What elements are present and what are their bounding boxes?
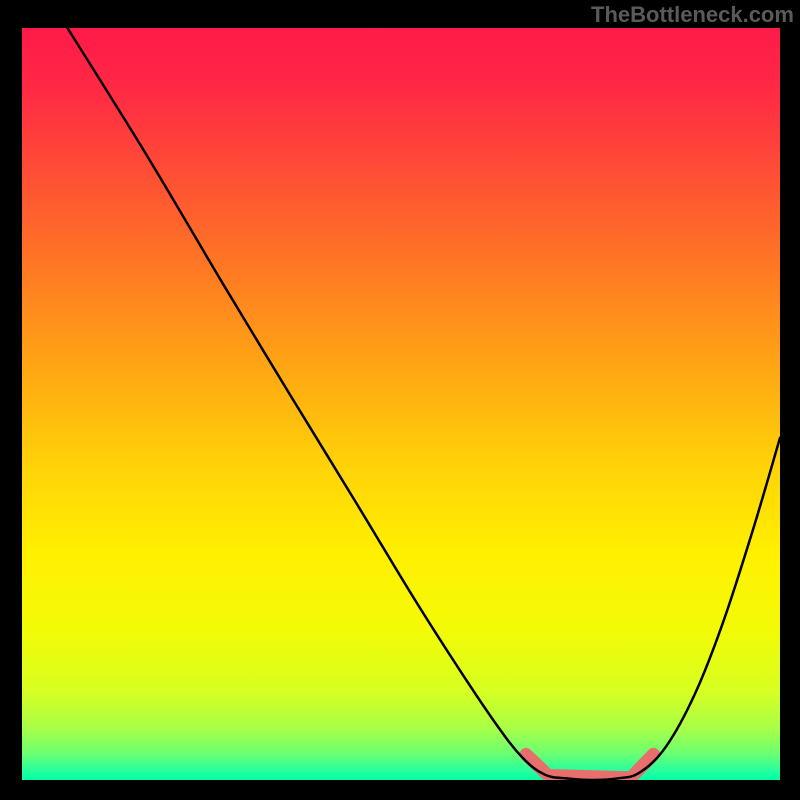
gradient-background [22,28,780,780]
chart-stage: TheBottleneck.com [0,0,800,800]
plot-svg [22,28,780,780]
plot-area [22,28,780,780]
attribution-label: TheBottleneck.com [591,2,794,28]
